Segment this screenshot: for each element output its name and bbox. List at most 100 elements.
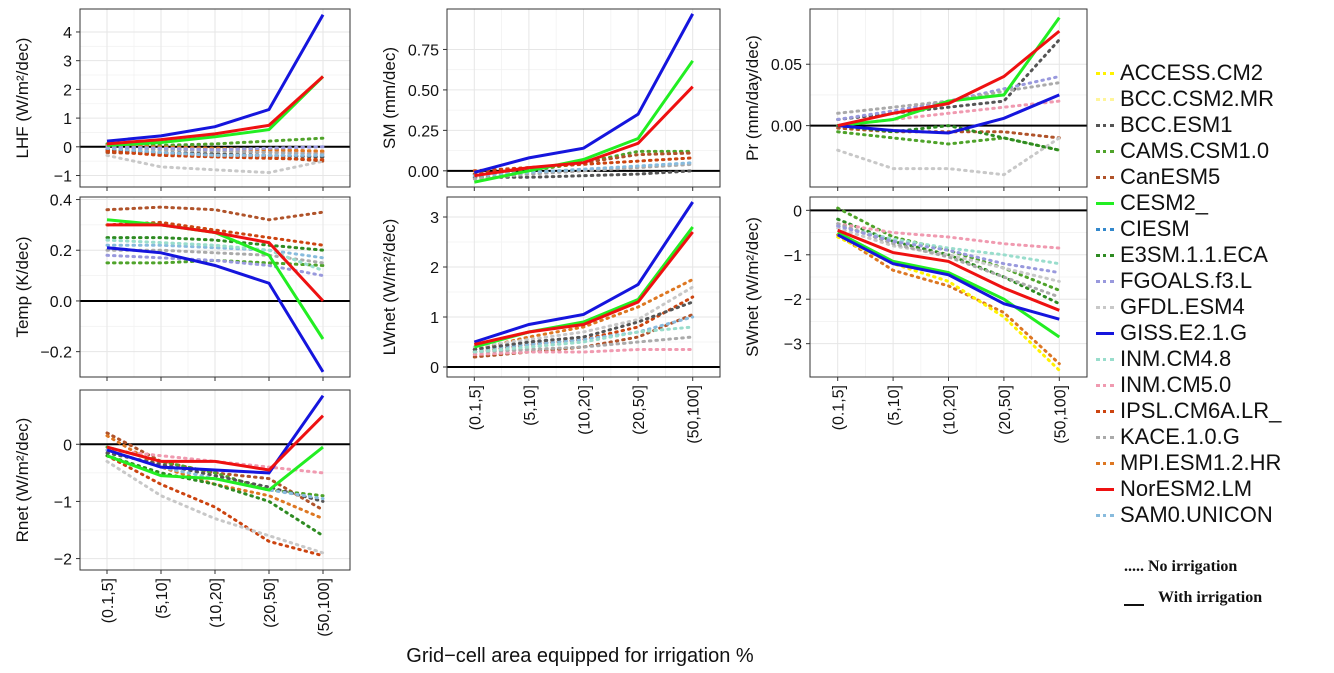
series-line-gfdl-esm4 [105, 459, 325, 555]
x-tick-label: (20,50] [631, 385, 648, 435]
series-line-mpi-esm1-2-hr [836, 233, 1061, 366]
series-line-cams-csm1-0 [836, 130, 1061, 152]
y-axis-label: Pr (mm/day/dec) [743, 35, 762, 161]
legend-key [1096, 358, 1114, 361]
series-line-giss-e2-1-g [837, 93, 1060, 135]
y-axis-label: SWnet (W/m²/dec) [743, 217, 762, 357]
y-tick-label: 0.05 [771, 57, 802, 74]
legend-key [1096, 72, 1114, 75]
note-with-irrigation: With irrigation [1158, 589, 1263, 606]
y-tick-label: 0.0 [50, 294, 72, 311]
x-tick-label: (10,20] [577, 385, 594, 435]
series-line-cesm2- [106, 445, 324, 492]
legend-key [1096, 124, 1114, 127]
legend-item: MPI.ESM1.2.HR [1096, 450, 1332, 476]
y-tick-label: 0 [63, 437, 72, 454]
y-tick-label: −1 [54, 494, 72, 511]
panel-temp: −0.2 0.0 0.2 0.4 Temp (K/dec) [13, 193, 351, 381]
x-tick-label: (20,50] [262, 578, 279, 628]
legend-label: MPI.ESM1.2.HR [1120, 450, 1282, 475]
legend-label: BCC.ESM1 [1120, 112, 1233, 137]
legend-label: FGOALS.f3.L [1120, 268, 1253, 293]
legend-label: CIESM [1120, 216, 1190, 241]
legend-item: CanESM5 [1096, 164, 1332, 190]
series-line-gfdl-esm4 [472, 285, 695, 349]
series-line-cesm2- [473, 59, 694, 184]
y-tick-label: 0.00 [771, 119, 802, 136]
x-tick-label: (0.1,5] [100, 578, 117, 623]
series-line-noresm2-lm [106, 414, 325, 472]
y-tick-label: 2 [63, 82, 72, 99]
legend-item: IPSL.CM6A.LR_ [1096, 398, 1332, 424]
legend-label: GISS.E2.1.G [1120, 320, 1248, 345]
series-line-inm-cm4-8 [105, 238, 325, 272]
y-tick-label: −1 [784, 248, 802, 265]
series-line-cesm2- [837, 16, 1061, 128]
x-tick-label: (5,10] [154, 578, 171, 619]
legend-item: GISS.E2.1.G [1096, 320, 1332, 346]
series-line-noresm2-lm [837, 29, 1061, 128]
y-tick-label: 3 [430, 210, 439, 227]
series-line-noresm2-lm [474, 85, 694, 178]
y-axis-label: SM (mm/dec) [380, 47, 399, 149]
x-tick-label: (50,100] [686, 385, 703, 444]
series-line-giss-e2-1-g [473, 201, 694, 344]
series-line-mpi-esm1-2-hr [472, 278, 695, 351]
legend-item: CAMS.CSM1.0 [1096, 138, 1332, 164]
series-line-bcc-esm1 [105, 451, 325, 503]
series-line-giss-e2-1-g [473, 13, 695, 174]
note-no-irrigation: ..... No irrigation [1124, 558, 1238, 575]
x-tick-label: (0.1,5] [467, 385, 484, 430]
series-line-bcc-esm1 [836, 38, 1061, 121]
legend-label: SAM0.UNICON [1120, 502, 1273, 527]
y-tick-label: −1 [54, 169, 72, 186]
series-line-e3sm-1-1-eca [836, 124, 1061, 152]
series-line-inm-cm4-8 [472, 325, 695, 354]
legend-key [1096, 176, 1114, 179]
legend-item: SAM0.UNICON [1096, 502, 1332, 528]
legend-label: BCC.CSM2.MR [1120, 86, 1275, 111]
legend-label: INM.CM5.0 [1120, 372, 1232, 397]
legend-label: INM.CM4.8 [1120, 346, 1232, 371]
series-line-e3sm-1-1-eca [105, 454, 325, 538]
series-line-canesm5 [105, 205, 325, 222]
legend-key [1096, 150, 1114, 153]
y-tick-label: 3 [63, 54, 72, 71]
series-line-cesm2- [837, 231, 1061, 339]
x-tick-label: (5,10] [522, 385, 539, 426]
y-axis-label: LWnet (W/m²/dec) [380, 219, 399, 356]
series-line-giss-e2-1-g [106, 246, 325, 373]
series-line-noresm2-lm [107, 223, 325, 302]
panel-rnet: −2 −1 0 Rnet (W/m²/dec) (0.1,5] (5,10] (10,20]… [13, 389, 351, 637]
legend-key [1096, 306, 1114, 309]
series-line-bcc-esm1 [472, 300, 695, 351]
series-line-giss-e2-1-g [106, 13, 325, 143]
y-tick-label: 4 [63, 25, 72, 42]
legend-label: ACCESS.CM2 [1120, 60, 1264, 85]
legend-key [1096, 98, 1114, 101]
legend-key [1096, 202, 1114, 205]
y-tick-label: 0.2 [50, 243, 72, 260]
y-tick-label: 0.4 [50, 193, 72, 210]
series-line-inm-cm5-0 [836, 222, 1061, 250]
x-axis-title: Grid−cell area equipped for irrigation % [406, 645, 754, 667]
legend-label: CESM2_ [1120, 190, 1209, 215]
series-line-cams-csm1-0 [105, 445, 325, 498]
legend-item: E3SM.1.1.ECA [1096, 242, 1332, 268]
y-tick-label: 0.75 [408, 42, 439, 59]
y-tick-label: 0.00 [408, 164, 439, 181]
y-tick-label: 0.25 [408, 123, 439, 140]
series-line-inm-cm5-0 [105, 448, 325, 475]
panel-swnet: −3 −2 −1 0 SWnet (W/m²/dec) (0.1,5] (5,10] (10,… [743, 196, 1088, 444]
legend-key [1096, 332, 1114, 335]
legend-label: E3SM.1.1.ECA [1120, 242, 1268, 267]
x-tick-label: (20,50] [997, 385, 1014, 435]
legend-item: FGOALS.f3.L [1096, 268, 1332, 294]
legend-key [1096, 462, 1114, 465]
y-tick-label: 1 [430, 310, 439, 327]
series-line-kace-1-0-g [472, 335, 695, 354]
series-line-gfdl-esm4 [836, 136, 1061, 177]
legend-item: CIESM [1096, 216, 1332, 242]
series-line-ipsl-cm6a-lr- [105, 454, 325, 558]
y-tick-label: 0.50 [408, 83, 439, 100]
